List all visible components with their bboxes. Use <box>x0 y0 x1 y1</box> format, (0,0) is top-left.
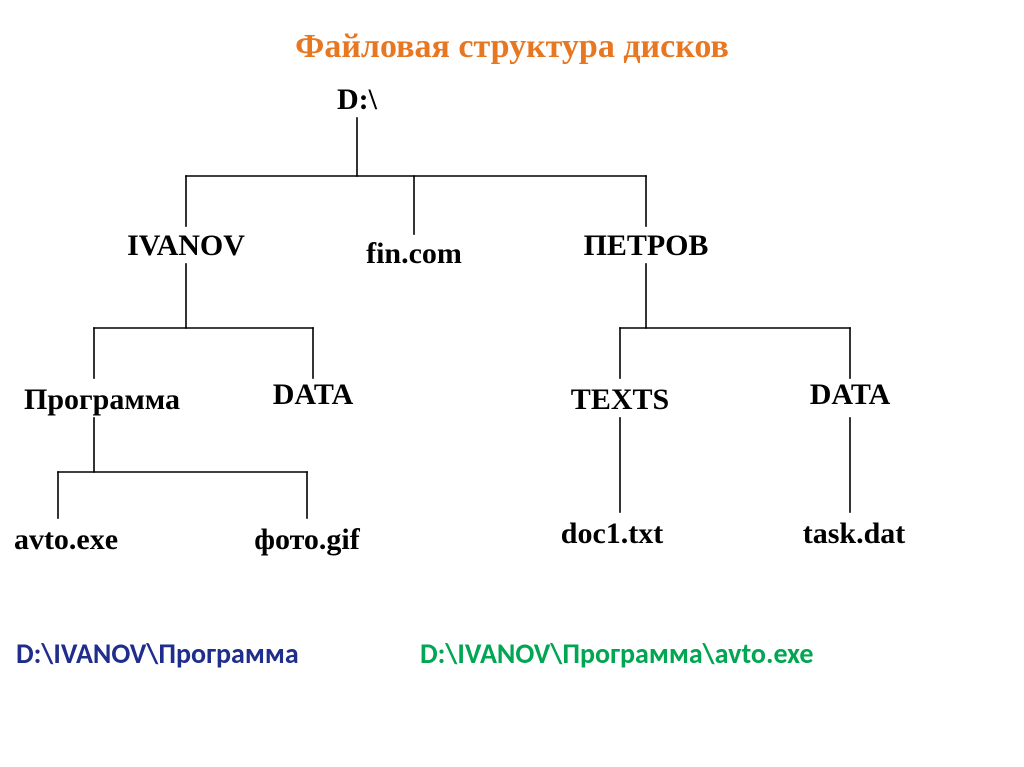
page-title: Файловая структура дисков <box>0 28 1024 66</box>
tree-node-ivanov: IVANOV <box>127 229 245 263</box>
tree-node-program: Программа <box>24 383 180 417</box>
file-path-2: D:\IVANOV\Программа\avto.exe <box>420 636 813 671</box>
tree-node-data2: DATA <box>810 378 891 412</box>
tree-node-fincom: fin.com <box>366 237 462 271</box>
diagram-canvas: Файловая структура дисков D:\ IVANOV fin.c… <box>0 0 1024 767</box>
tree-node-root: D:\ <box>337 83 377 117</box>
file-path-1: D:\IVANOV\Программа <box>16 636 299 671</box>
tree-node-texts: TEXTS <box>571 383 669 417</box>
tree-node-foto: фото.gif <box>254 523 360 557</box>
tree-node-data1: DATA <box>273 378 354 412</box>
tree-node-avto: avto.exe <box>14 523 118 557</box>
tree-node-petrov: ПЕТРОВ <box>584 229 709 263</box>
tree-node-doc1: doc1.txt <box>561 517 663 551</box>
tree-node-task: task.dat <box>803 517 906 551</box>
